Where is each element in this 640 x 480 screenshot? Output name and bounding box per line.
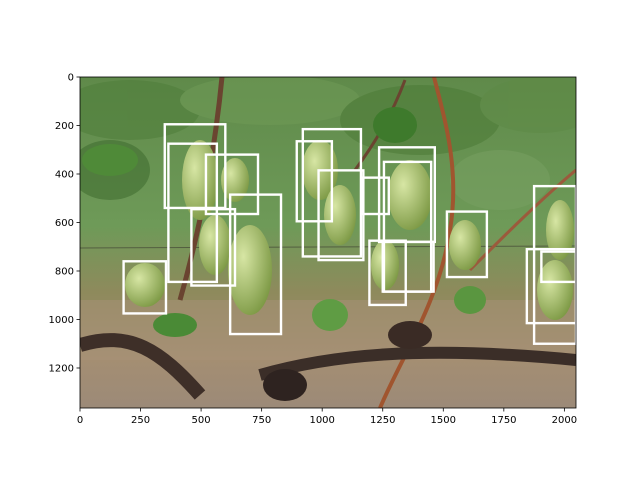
grape-leaves	[82, 107, 486, 337]
bounding-box-10	[360, 176, 390, 216]
vineyard-photo	[80, 77, 576, 408]
bounding-box-2	[167, 142, 219, 284]
bounding-box-8	[301, 127, 363, 258]
bounding-box-16	[525, 247, 576, 325]
bounding-box-1	[163, 123, 227, 210]
y-tick-label: 1200	[49, 363, 74, 374]
bounding-box-3	[190, 207, 237, 287]
bounding-box-14	[381, 240, 435, 293]
bounding-box-15	[445, 210, 489, 279]
y-tick-label: 600	[55, 218, 74, 229]
bounding-box-9	[317, 169, 365, 262]
x-axis: 0 250 500 750 1000 1250 1500 1750 2000	[77, 408, 577, 426]
x-tick-label: 250	[131, 415, 150, 426]
bounding-box-6	[122, 260, 168, 315]
x-tick-label: 500	[192, 415, 211, 426]
y-tick-label: 400	[55, 169, 74, 180]
y-tick-label: 1000	[49, 315, 74, 326]
bounding-box-5	[228, 193, 283, 336]
y-tick-label: 200	[55, 121, 74, 132]
x-tick-label: 0	[77, 415, 83, 426]
bounding-box-7	[295, 140, 334, 223]
y-axis: 0 200 400 600 800 1000 1200	[49, 73, 80, 374]
x-tick-label: 750	[252, 415, 271, 426]
grape-clusters	[125, 140, 574, 320]
axes-frame	[79, 76, 577, 409]
bounding-boxes	[122, 123, 576, 345]
y-tick-label: 800	[55, 266, 74, 277]
y-tick-label: 0	[68, 73, 74, 84]
bounding-box-13	[368, 239, 407, 307]
x-tick-label: 1250	[370, 415, 395, 426]
x-tick-label: 1750	[491, 415, 516, 426]
x-tick-label: 2000	[552, 415, 577, 426]
x-tick-label: 1000	[309, 415, 334, 426]
x-tick-label: 1500	[431, 415, 456, 426]
bounding-box-17	[532, 184, 576, 345]
bounding-box-18	[540, 250, 576, 284]
bounding-box-4	[204, 153, 260, 216]
